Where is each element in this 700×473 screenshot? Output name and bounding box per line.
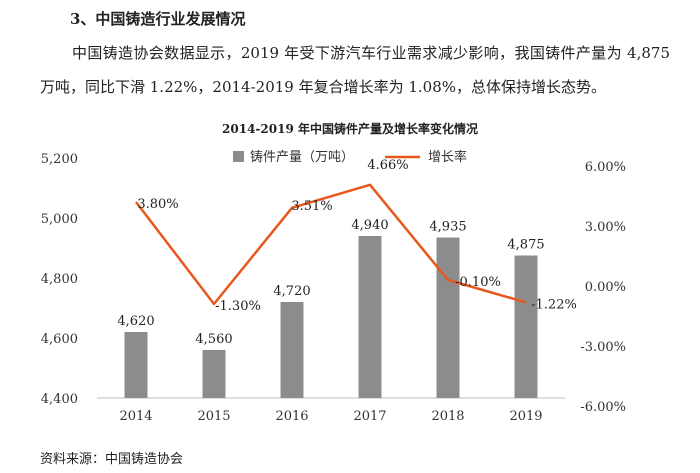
- left-tick-label: 5,000: [41, 212, 78, 227]
- x-axis-ticks: 2014 2015 2016 2017 2018 2019: [119, 409, 542, 424]
- bar-2015: [202, 350, 226, 398]
- bar-value-label: 4,875: [507, 238, 544, 253]
- bar-2016: [280, 302, 304, 398]
- right-tick-label: 6.00%: [585, 160, 626, 175]
- left-tick-label: 5,200: [41, 152, 78, 167]
- section-heading: 3、中国铸造行业发展情况: [70, 10, 246, 28]
- left-tick-label: 4,600: [41, 332, 78, 347]
- growth-label: 4.66%: [367, 158, 408, 173]
- bar-2017: [358, 236, 382, 398]
- left-tick-label: 4,400: [41, 392, 78, 407]
- growth-label: 3.51%: [291, 199, 332, 214]
- bar-2018: [436, 237, 460, 398]
- x-tick-label: 2018: [431, 409, 464, 424]
- bar-2019: [514, 255, 538, 398]
- right-tick-label: 3.00%: [585, 220, 626, 235]
- legend-bar-swatch: [233, 151, 244, 162]
- growth-label: -0.10%: [455, 275, 501, 290]
- growth-label: 3.80%: [137, 197, 178, 212]
- left-axis-ticks: 4,400 4,600 4,800 5,000 5,200: [41, 152, 78, 407]
- left-tick-label: 4,800: [41, 272, 78, 287]
- legend-line-label: 增长率: [428, 149, 467, 165]
- chart-title: 2014-2019 年中国铸件产量及增长率变化情况: [222, 121, 478, 136]
- right-tick-label: -3.00%: [580, 340, 626, 355]
- x-tick-label: 2015: [197, 409, 230, 424]
- bar-value-label: 4,940: [351, 218, 388, 233]
- legend: 铸件产量（万吨） 增长率: [233, 149, 467, 165]
- x-tick-label: 2019: [509, 409, 542, 424]
- growth-label: -1.22%: [531, 297, 577, 312]
- body-paragraph: 中国铸造协会数据显示，2019 年受下游汽车行业需求减少影响，我国铸件产量为 4…: [40, 44, 670, 96]
- source-note: 资料来源：中国铸造协会: [40, 452, 184, 467]
- bar-2014: [124, 332, 148, 398]
- right-axis-ticks: -6.00% -3.00% 0.00% 3.00% 6.00%: [580, 160, 626, 415]
- x-tick-label: 2017: [353, 409, 386, 424]
- growth-rate-line: [135, 183, 527, 306]
- right-tick-label: 0.00%: [585, 280, 626, 295]
- growth-label: -1.30%: [215, 299, 261, 314]
- x-tick-label: 2016: [275, 409, 308, 424]
- bar-value-label: 4,720: [273, 284, 310, 299]
- x-tick-label: 2014: [119, 409, 152, 424]
- bar-value-label: 4,620: [117, 314, 154, 329]
- bar-value-label: 4,560: [195, 332, 232, 347]
- bar-value-label: 4,935: [429, 220, 466, 235]
- legend-bar-label: 铸件产量（万吨）: [250, 149, 354, 165]
- line-series: 3.80% -1.30% 3.51% 4.66% -0.10% -1.22%: [135, 158, 577, 314]
- bar-series: 4,620 4,560 4,720 4,940 4,935 4,875: [117, 218, 545, 398]
- right-tick-label: -6.00%: [580, 400, 626, 415]
